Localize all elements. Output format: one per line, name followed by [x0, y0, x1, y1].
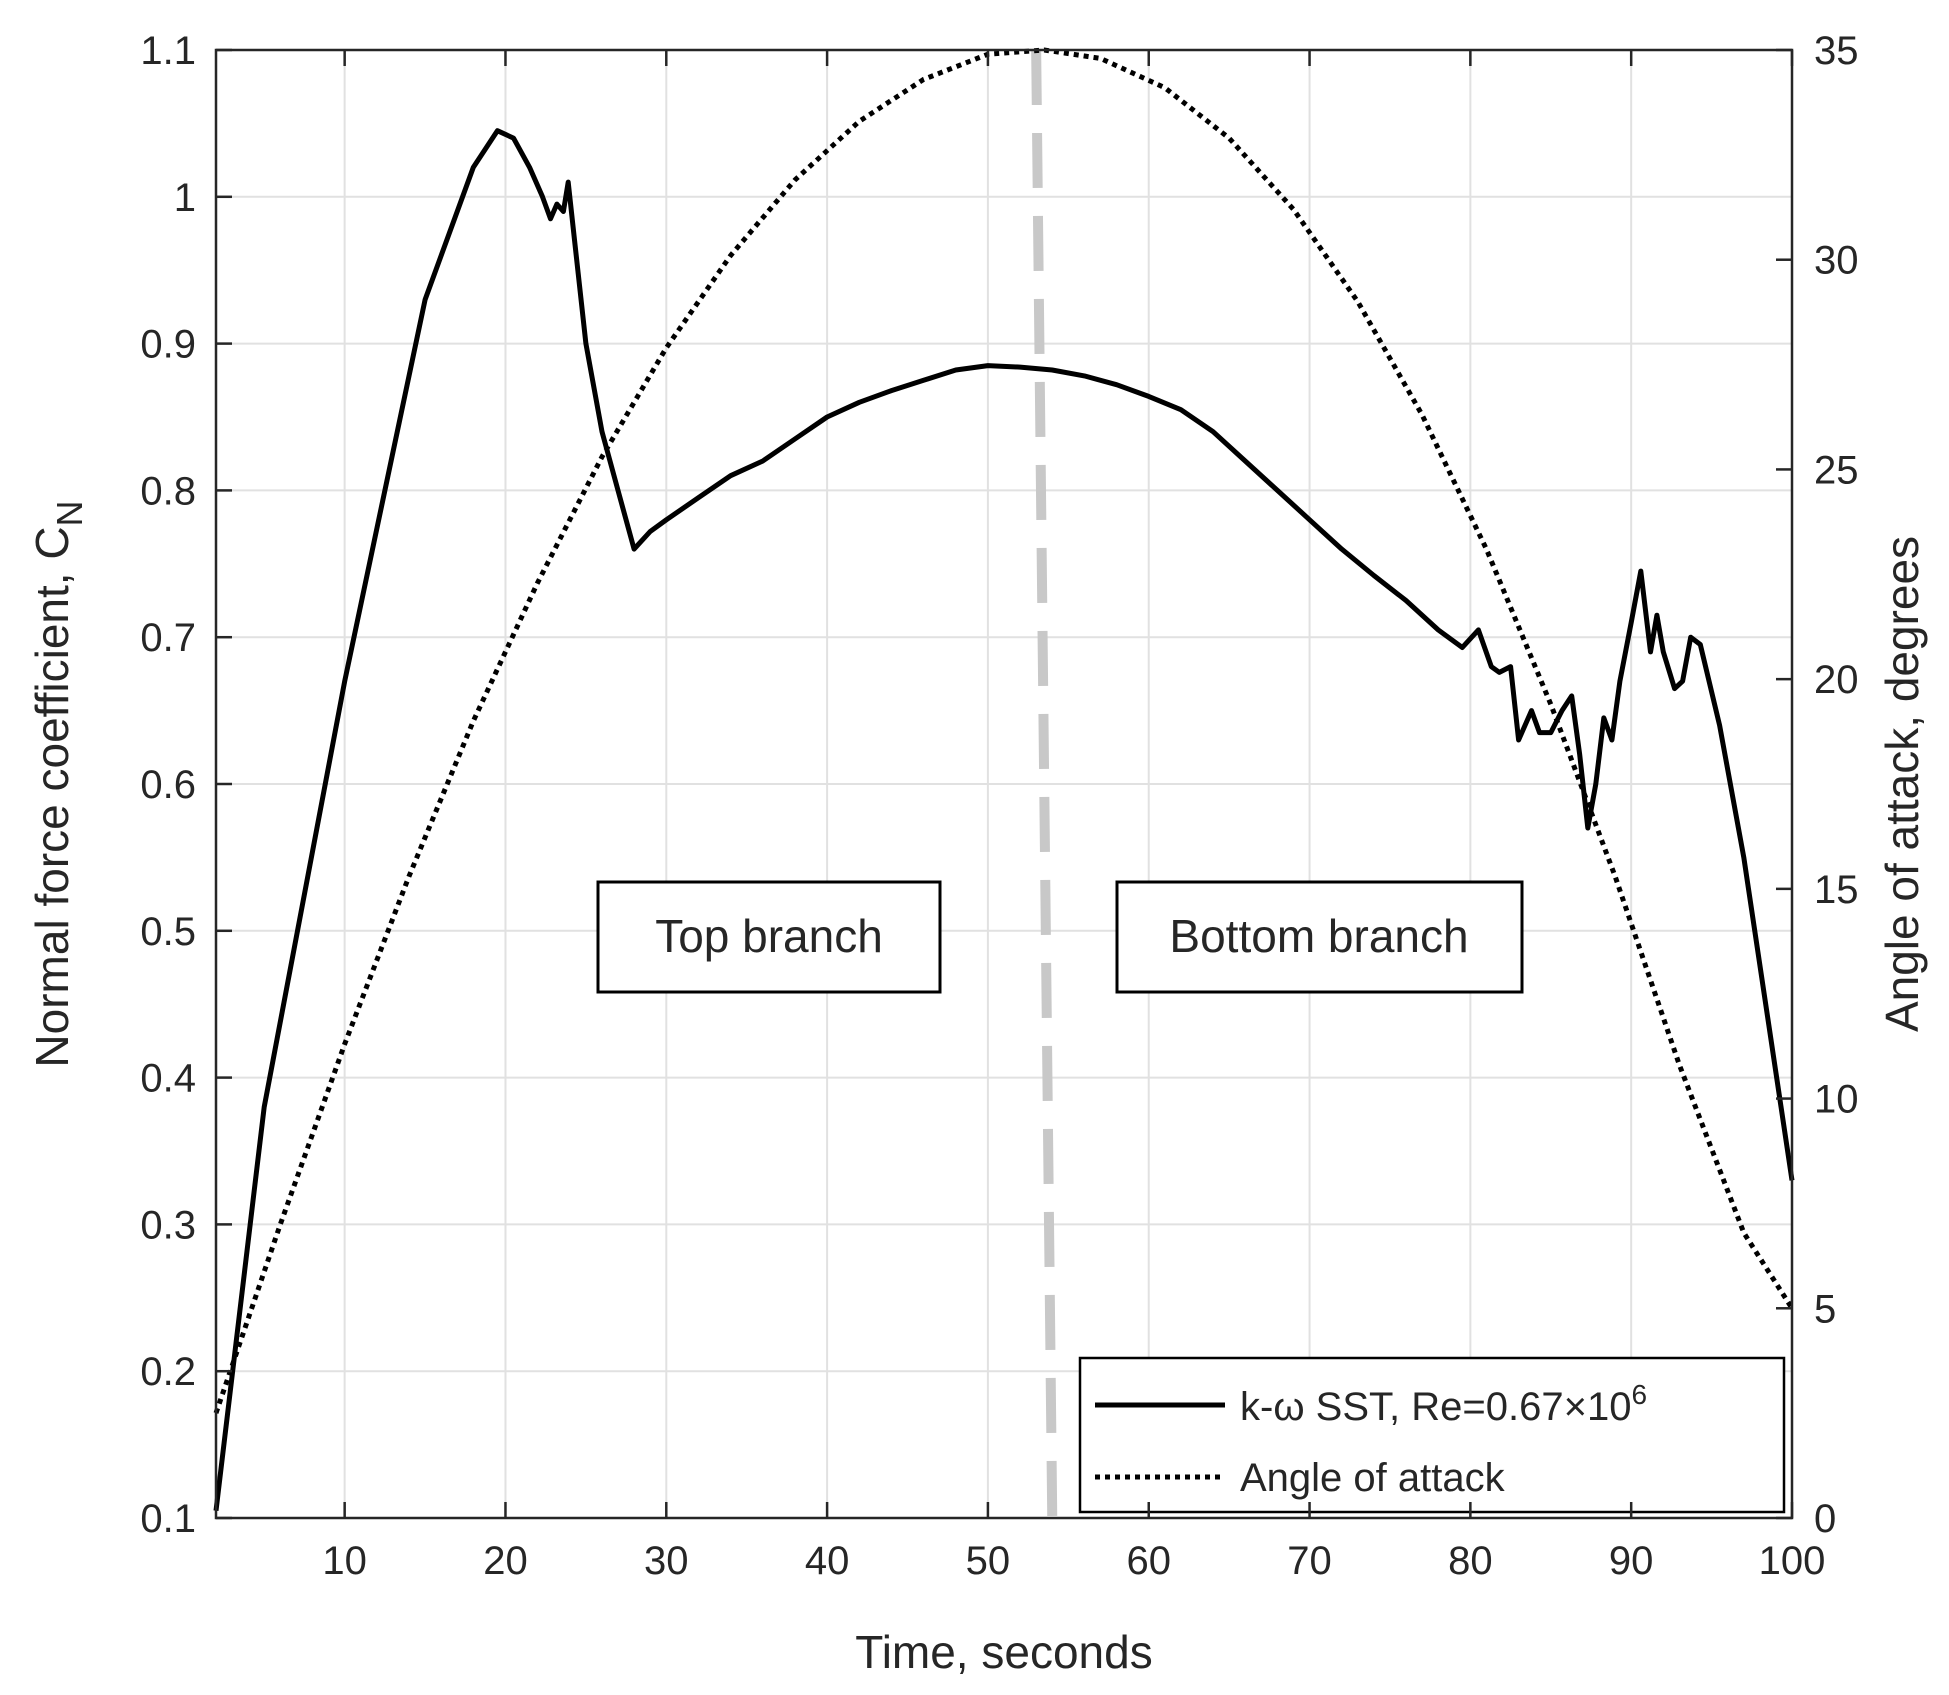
- y-left-tick-label: 0.8: [140, 469, 196, 513]
- legend-label-cn: k-ω SST, Re=0.67×106: [1240, 1379, 1647, 1429]
- legend: k-ω SST, Re=0.67×106 Angle of attack: [1078, 1356, 1786, 1514]
- y-left-tick-label: 0.7: [140, 616, 196, 660]
- y-right-tick-label: 10: [1814, 1078, 1859, 1122]
- y-right-tick-label: 5: [1814, 1287, 1836, 1331]
- annotation-top-branch-box: [596, 880, 942, 994]
- axis-ticks: [216, 48, 1794, 1520]
- y-right-tick-label: 35: [1814, 29, 1859, 73]
- legend-box: [1078, 1356, 1786, 1514]
- x-tick-label: 70: [1287, 1539, 1332, 1583]
- y-left-tick-label: 1: [174, 176, 196, 220]
- x-axis-label: Time, seconds: [855, 1626, 1152, 1678]
- legend-label-angle-of-attack: Angle of attack: [1240, 1456, 1506, 1500]
- y-left-tick-label: 0.4: [140, 1057, 196, 1101]
- x-tick-label: 20: [483, 1539, 528, 1583]
- x-tick-label: 90: [1609, 1539, 1654, 1583]
- x-tick-label: 30: [644, 1539, 689, 1583]
- annotation-top-branch: Top branch: [596, 880, 942, 994]
- y-axis-left-label: Normal force coefficient, CN: [26, 500, 90, 1067]
- annotation-top-branch-text: Top branch: [655, 910, 883, 962]
- y-right-tick-label: 15: [1814, 868, 1859, 912]
- y-left-tick-label: 0.2: [140, 1350, 196, 1394]
- annotation-bottom-branch-text: Bottom branch: [1169, 910, 1468, 962]
- legend-label-cn-exponent: 6: [1631, 1379, 1647, 1410]
- annotation-bottom-branch-box: [1115, 880, 1524, 994]
- y-left-tick-label: 0.5: [140, 910, 196, 954]
- x-tick-label: 80: [1448, 1539, 1493, 1583]
- y-axis-left-label-text: Normal force coefficient, C: [26, 526, 78, 1067]
- y-right-tick-label: 30: [1814, 239, 1859, 283]
- y-left-tick-label: 0.1: [140, 1497, 196, 1541]
- y-right-tick-label: 20: [1814, 658, 1859, 702]
- y-left-tick-label: 1.1: [140, 29, 196, 73]
- x-tick-label: 50: [966, 1539, 1011, 1583]
- y-right-tick-label: 0: [1814, 1497, 1836, 1541]
- y-right-tick-label: 25: [1814, 448, 1859, 492]
- annotation-bottom-branch: Bottom branch: [1115, 880, 1524, 994]
- x-tick-label: 60: [1126, 1539, 1171, 1583]
- y-left-tick-label: 0.9: [140, 323, 196, 367]
- y-left-tick-label: 0.3: [140, 1203, 196, 1247]
- y-axis-right-label: Angle of attack, degrees: [1876, 536, 1928, 1032]
- y-axis-left-label-subscript: N: [49, 500, 90, 526]
- legend-label-cn-text: k-ω SST, Re=0.67×10: [1240, 1385, 1631, 1429]
- series-line-angle-of-attack: [213, 47, 1795, 1414]
- x-tick-label: 10: [322, 1539, 367, 1583]
- y-left-tick-label: 0.6: [140, 763, 196, 807]
- series-line-cn: [213, 128, 1795, 1511]
- x-tick-label: 100: [1759, 1539, 1826, 1583]
- tick-labels: 10 20 30 40 50 60 70 80 90 1000.10.20.30.40.50.60…: [140, 29, 1858, 1583]
- x-tick-label: 40: [805, 1539, 850, 1583]
